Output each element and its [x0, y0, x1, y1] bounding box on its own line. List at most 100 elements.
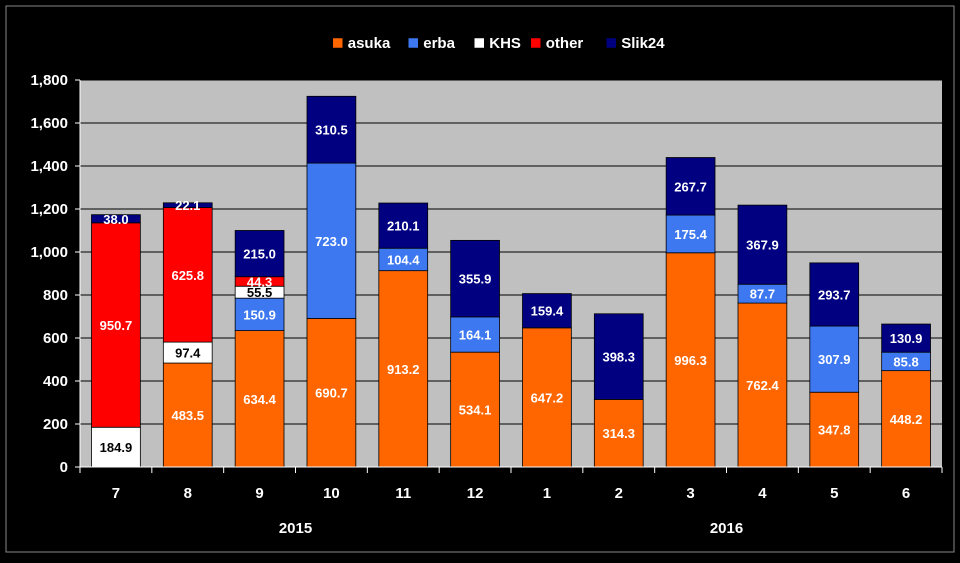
bar-segment-asuka — [737, 302, 788, 468]
legend-label: erba — [423, 35, 455, 52]
data-label: 310.5 — [315, 123, 348, 138]
y-tick-label: 800 — [43, 287, 68, 304]
y-tick-label: 1,200 — [30, 201, 68, 218]
data-label: 448.2 — [890, 412, 923, 427]
bar-segment-asuka — [881, 370, 931, 468]
bar-segment-slik24 — [306, 95, 357, 164]
y-tick-label: 1,000 — [30, 244, 68, 261]
data-label: 159.4 — [531, 304, 564, 319]
bar-segment-slik24 — [450, 239, 500, 318]
data-label: 647.2 — [531, 390, 564, 405]
data-label: 150.9 — [243, 307, 276, 322]
data-label: 307.9 — [818, 352, 851, 367]
bar-segment-other — [91, 222, 141, 428]
bar-segment-asuka — [162, 362, 213, 468]
data-label: 347.8 — [818, 423, 851, 438]
bar-segment-asuka — [234, 330, 285, 468]
data-label: 723.0 — [315, 234, 348, 249]
y-tick-label: 1,800 — [30, 72, 68, 89]
data-label: 215.0 — [243, 247, 276, 262]
bar-segment-asuka — [665, 252, 716, 468]
data-label: 950.7 — [100, 318, 133, 333]
bar-segment-slik24 — [162, 202, 213, 208]
data-label: 87.7 — [750, 287, 775, 302]
bar-segment-erba — [665, 214, 716, 254]
legend-swatch — [408, 37, 419, 49]
data-label: 175.4 — [674, 227, 707, 242]
data-label: 164.1 — [459, 328, 492, 343]
x-group-label: 2016 — [710, 520, 743, 537]
bar-segment-slik24 — [234, 230, 285, 278]
data-label: 22.1 — [175, 198, 200, 213]
bar-segment-slik24 — [522, 293, 572, 329]
y-tick-label: 600 — [43, 330, 68, 347]
data-label: 184.9 — [100, 440, 133, 455]
y-tick-label: 400 — [43, 373, 68, 390]
legend-label: KHS — [489, 35, 521, 52]
data-labels: 184.9 950.7 38.0 483.5 97.4 625.8 22.1 634.4 150… — [100, 123, 923, 455]
bars — [91, 95, 931, 468]
x-tick-label: 8 — [184, 485, 192, 502]
bar-segment-slik24 — [378, 202, 429, 249]
bar-segment-asuka — [522, 327, 572, 468]
legend-label: other — [546, 35, 584, 52]
legend-swatch — [530, 37, 541, 49]
data-label: 314.3 — [602, 426, 635, 441]
data-label: 55.5 — [247, 285, 272, 300]
bar-segment-erba — [306, 162, 357, 319]
data-label: 625.8 — [171, 268, 204, 283]
data-label: 97.4 — [175, 346, 201, 361]
y-tick-label: 0 — [60, 459, 68, 476]
bar-segment-slik24 — [881, 323, 931, 353]
data-label: 130.9 — [890, 331, 923, 346]
bar-segment-asuka — [450, 351, 500, 468]
legend-swatch — [606, 37, 617, 49]
data-label: 104.4 — [387, 252, 420, 267]
x-tick-label: 6 — [902, 485, 910, 502]
x-tick-label: 12 — [467, 485, 484, 502]
data-label: 762.4 — [746, 378, 779, 393]
data-label: 483.5 — [171, 408, 204, 423]
bar-segment-slik24 — [91, 214, 141, 224]
legend-label: asuka — [348, 35, 391, 52]
y-tick-label: 200 — [43, 416, 68, 433]
gridlines — [80, 79, 942, 425]
bar-segment-erba — [450, 316, 500, 353]
data-label: 355.9 — [459, 272, 492, 287]
bar-segment-slik24 — [665, 157, 716, 216]
data-label: 367.9 — [746, 238, 779, 253]
x-tick-label: 4 — [758, 485, 767, 502]
plot-area — [80, 80, 942, 467]
x-tick-label: 3 — [686, 485, 694, 502]
y-tick-label: 1,600 — [30, 115, 68, 132]
x-tick-label: 2 — [615, 485, 623, 502]
bar-segment-slik24 — [593, 313, 644, 400]
x-tick-label: 10 — [323, 485, 340, 502]
data-label: 293.7 — [818, 287, 851, 302]
data-label: 534.1 — [459, 403, 492, 418]
y-axis: 0 200 400 600 800 1,000 1,200 1,400 1,600 1,800 — [30, 72, 81, 476]
data-label: 85.8 — [893, 354, 918, 369]
x-tick-label: 7 — [112, 485, 120, 502]
data-label: 210.1 — [387, 219, 420, 234]
data-label: 267.7 — [674, 179, 707, 194]
x-group-label: 2015 — [279, 520, 312, 537]
bar-segment-khs — [91, 426, 141, 468]
bar-segment-other — [162, 207, 213, 343]
data-label: 996.3 — [674, 353, 707, 368]
bar-segment-slik24 — [809, 262, 860, 327]
legend: asuka erba KHS other Slik24 — [332, 35, 665, 52]
x-tick-label: 11 — [395, 485, 411, 502]
data-label: 913.2 — [387, 362, 420, 377]
legend-swatch — [332, 37, 343, 49]
x-tick-label: 9 — [255, 485, 263, 502]
legend-label: Slik24 — [621, 35, 665, 52]
data-label: 634.4 — [243, 392, 276, 407]
data-label: 398.3 — [602, 350, 635, 365]
bar-segment-slik24 — [737, 204, 788, 285]
legend-swatch — [474, 37, 485, 49]
x-tick-label: 1 — [543, 485, 551, 502]
